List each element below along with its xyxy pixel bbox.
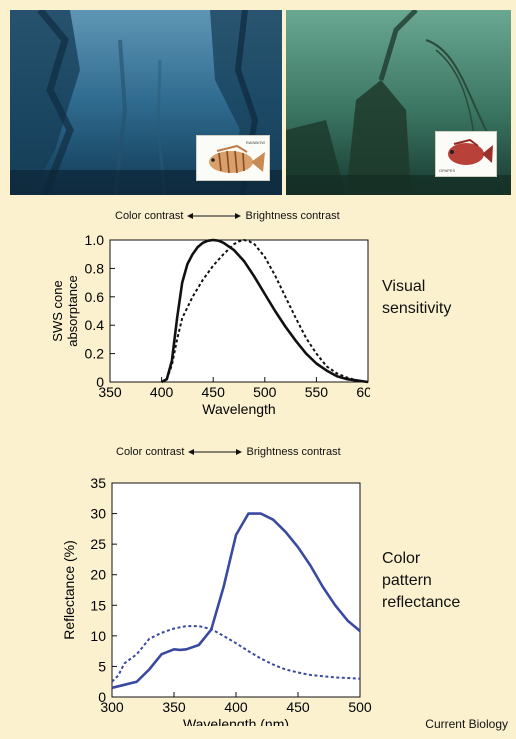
reflectance-chart: 300 350 400 450 500 0 5 10 15 20 25 30 35 Wavelength… [61,475,372,726]
kelp-forest-photo-blue: RAINBOW [10,10,282,195]
x-tick-label: 400 [150,384,174,400]
fish-species-label: RAINBOW [245,140,265,145]
plot-area [111,482,361,698]
x-tick-label: 550 [305,384,329,400]
double-arrow-icon [188,449,243,455]
color-pattern-reflectance-label: Color pattern reflectance [382,548,460,614]
y-tick-label: 0.4 [85,317,105,333]
fish-species-label: OPAPES [439,168,456,173]
red-fish-illustration [448,138,493,165]
y-axis-label-line-2: absorptance [65,275,80,347]
y-tick-label: 1.0 [85,232,105,248]
solid-series-line [111,512,361,690]
plot-area [109,239,369,383]
x-tick-label: 450 [286,699,310,715]
x-tick-label: 500 [253,384,277,400]
dashed-series-line [161,239,369,383]
x-tick-label: 300 [100,699,124,715]
y-tick-label: 0 [98,689,106,705]
y-tick-label: 35 [90,475,106,491]
visual-sensitivity-chart: 350 400 450 500 550 600 0 0.2 0.4 0.6 0.8 1.0 Wavel… [50,232,370,417]
y-tick-label: 30 [90,506,106,522]
journal-credit: Current Biology [425,717,508,731]
color-contrast-label: Color contrast [116,446,185,458]
y-tick-label: 15 [90,597,106,613]
y-tick-label: 20 [90,567,106,583]
y-tick-label: 0.8 [85,260,105,276]
rainbow-fish-inset: RAINBOW [196,135,270,181]
side-label-line: reflectance [382,594,461,611]
x-axis-label: Wavelength (nm) [183,716,289,726]
side-label-line: Visual [382,278,426,295]
y-tick-label: 0.2 [85,346,105,362]
y-tick-label: 0 [96,374,104,390]
x-tick-label: 350 [162,699,186,715]
side-label-line: pattern [382,572,432,589]
double-arrow-icon [187,213,242,219]
contrast-axis-top: Color contrast Brightness contrast [115,210,340,222]
kelp-forest-scene [10,10,282,195]
x-tick-label: 400 [224,699,248,715]
brightness-contrast-label: Brightness contrast [245,210,340,222]
y-tick-label: 25 [90,536,106,552]
brightness-contrast-label: Brightness contrast [246,446,341,458]
y-tick-label: 10 [90,628,106,644]
side-label-line: Color [382,550,421,567]
kelp-forest-scene-green [286,10,511,195]
x-tick-label: 500 [348,699,372,715]
x-tick-label: 450 [202,384,226,400]
y-tick-label: 0.6 [85,289,105,305]
y-axis-label-line-1: SWS cone [50,280,65,341]
kelp-forest-photo-green: OPAPES [286,10,511,195]
contrast-axis-bottom: Color contrast Brightness contrast [116,446,341,458]
x-tick-label: 600 [356,384,370,400]
y-tick-label: 5 [98,658,106,674]
solid-series-line [160,238,369,384]
side-label-line: sensitivity [382,300,452,317]
opaleye-fish-inset: OPAPES [435,131,497,177]
x-axis-label: Wavelength [202,401,275,417]
y-axis-label: Reflectance (%) [61,540,77,640]
x-tick-label: 350 [98,384,122,400]
dashed-series-line [111,625,361,683]
striped-fish-illustration [209,144,265,174]
color-contrast-label: Color contrast [115,210,184,222]
visual-sensitivity-label: Visual sensitivity [382,276,451,320]
